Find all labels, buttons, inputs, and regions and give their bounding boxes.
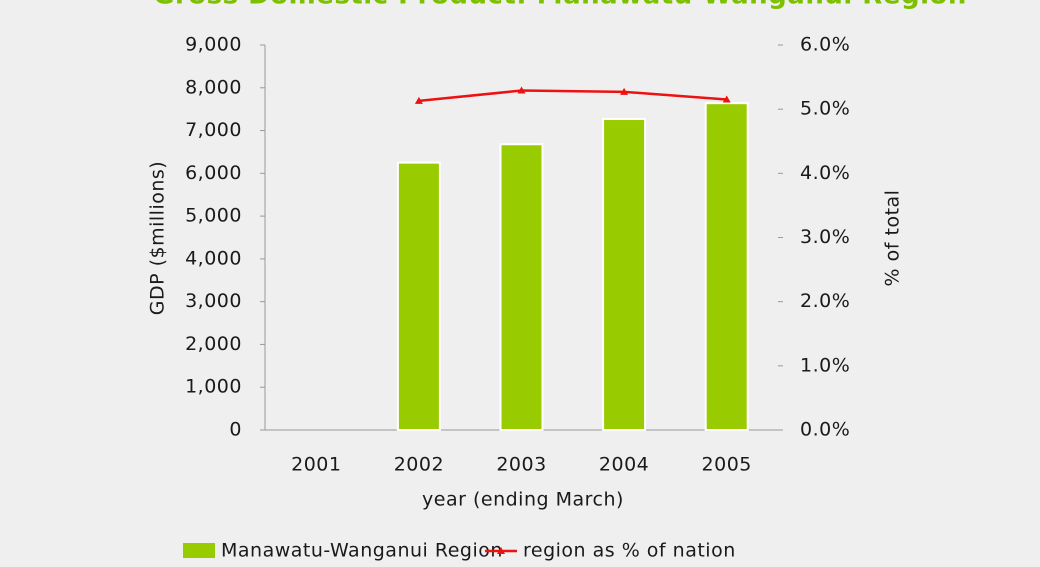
x-tick-label: 2003 xyxy=(496,454,546,476)
bar xyxy=(499,143,544,431)
legend-swatch xyxy=(183,543,215,558)
y2-axis-label: % of total xyxy=(882,190,904,287)
line-marker xyxy=(414,96,423,104)
y-axis-label: GDP ($millions) xyxy=(147,161,169,315)
y-tick-label: 3,000 xyxy=(185,290,242,312)
line-marker xyxy=(620,87,629,95)
y-tick-label: 4,000 xyxy=(185,247,242,269)
line-marker xyxy=(722,95,731,103)
y2-tick-label: 5.0% xyxy=(800,98,850,120)
line xyxy=(418,89,727,103)
x-tick-label: 2002 xyxy=(394,454,444,476)
y-tick-label: 1,000 xyxy=(185,376,242,398)
y-tick-label: 6,000 xyxy=(185,162,242,184)
y-tick-label: 0 xyxy=(229,419,242,441)
bar xyxy=(602,118,647,431)
y2-tick-label: 4.0% xyxy=(800,162,850,184)
y2-tick-label: 2.0% xyxy=(800,290,850,312)
x-tick-label: 2005 xyxy=(702,454,752,476)
y-tick-label: 5,000 xyxy=(185,205,242,227)
x-axis-label: year (ending March) xyxy=(422,489,624,511)
x-tick-label: 2001 xyxy=(291,454,341,476)
chart-title: Gross Domestic Product: Manawatu-Wanganu… xyxy=(153,0,967,11)
x-tick-label: 2004 xyxy=(599,454,649,476)
y-tick-label: 2,000 xyxy=(185,333,242,355)
y2-tick-label: 0.0% xyxy=(800,419,850,441)
y2-tick-label: 3.0% xyxy=(800,226,850,248)
bar xyxy=(396,161,441,431)
legend-label: region as % of nation xyxy=(523,540,736,562)
y-tick-label: 8,000 xyxy=(185,76,242,98)
y2-tick-label: 6.0% xyxy=(800,34,850,56)
legend-marker xyxy=(497,547,505,554)
y-tick-label: 7,000 xyxy=(185,119,242,141)
y-tick-label: 9,000 xyxy=(185,34,242,56)
y2-tick-label: 1.0% xyxy=(800,354,850,376)
bar xyxy=(704,102,749,432)
legend-label: Manawatu-Wanganui Region xyxy=(221,540,503,562)
line-marker xyxy=(517,86,526,94)
